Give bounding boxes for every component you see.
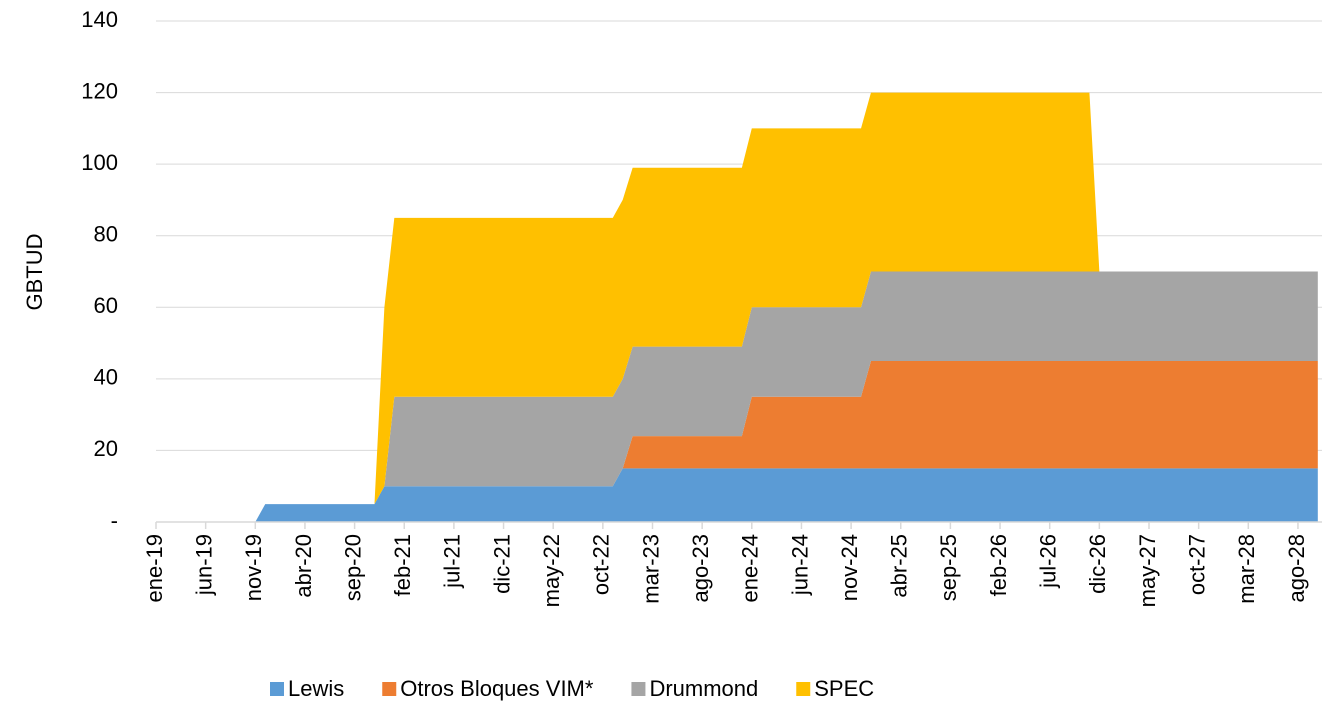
legend: Lewis Otros Bloques VIM* Drummond SPEC [270, 676, 874, 701]
x-tick-label: oct-27 [1184, 534, 1209, 595]
y-tick-label: 60 [94, 293, 118, 318]
legend-label: Lewis [288, 676, 344, 701]
x-tick-label: oct-22 [589, 534, 614, 595]
y-tick-label: 20 [94, 436, 118, 461]
x-tick-label: ene-19 [142, 534, 167, 603]
legend-swatch [796, 682, 811, 696]
y-tick-label: - [111, 508, 118, 533]
area [156, 271, 1318, 522]
x-tick-label: sep-20 [340, 534, 365, 601]
x-tick-label: abr-25 [887, 534, 912, 598]
legend-label: Otros Bloques VIM* [400, 676, 594, 701]
y-tick-label: 40 [94, 365, 118, 390]
x-tick-label: feb-26 [986, 534, 1011, 596]
legend-swatch [382, 682, 397, 696]
x-tick-label: nov-19 [241, 534, 266, 601]
x-tick-label: jun-19 [191, 534, 216, 596]
x-tick-label: feb-21 [390, 534, 415, 596]
areas [156, 92, 1318, 523]
x-tick-label: may-27 [1135, 534, 1160, 607]
legend-label: SPEC [814, 676, 874, 701]
y-tick-label: 120 [81, 78, 118, 103]
y-tick-label: 80 [94, 222, 118, 247]
x-tick-label: dic-21 [489, 534, 514, 594]
y-tick-label: 140 [81, 7, 118, 32]
x-tick-label: jul-21 [440, 534, 465, 589]
x-tick-label: jul-26 [1036, 534, 1061, 589]
x-tick-label: sep-25 [936, 534, 961, 601]
legend-swatch [631, 682, 646, 696]
y-tick-label: 100 [81, 150, 118, 175]
x-tick-label: ago-28 [1284, 534, 1309, 603]
axes: - 20 40 60 80 100 120 140 ene-19 jun-19 nov-19 abr-… [81, 7, 1322, 607]
x-tick-label: abr-20 [291, 534, 316, 598]
area [156, 92, 1318, 523]
x-tick-label: mar-28 [1234, 534, 1259, 604]
x-tick-label: may-22 [539, 534, 564, 607]
legend-label: Drummond [649, 676, 758, 701]
x-tick-label: ago-23 [688, 534, 713, 603]
area [156, 468, 1318, 522]
legend-swatch [270, 682, 284, 696]
x-tick-label: nov-24 [837, 534, 862, 601]
x-tick-label: jun-24 [787, 534, 812, 596]
y-axis-title: GBTUD [22, 234, 47, 311]
x-tick-label: ene-24 [738, 534, 763, 603]
x-tick-label: dic-26 [1085, 534, 1110, 594]
x-tick-label: mar-23 [638, 534, 663, 604]
area [156, 360, 1318, 522]
